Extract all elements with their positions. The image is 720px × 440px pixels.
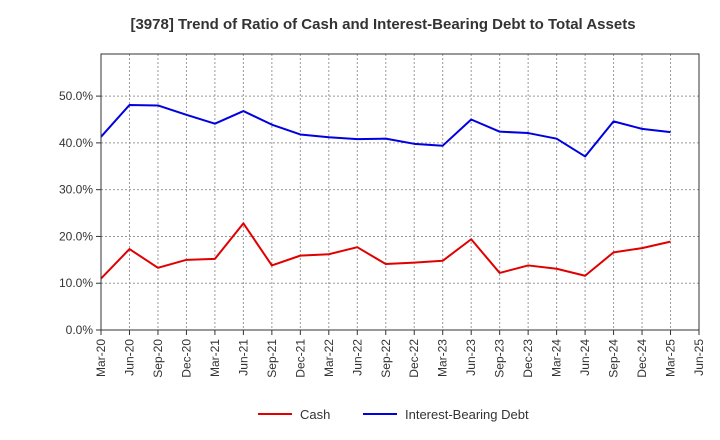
x-tick-label: Mar-20 xyxy=(94,339,108,377)
x-tick-label: Mar-21 xyxy=(208,339,222,377)
x-tick-label: Jun-23 xyxy=(464,339,478,376)
chart-title: [3978] Trend of Ratio of Cash and Intere… xyxy=(130,16,635,33)
x-tick-label: Mar-22 xyxy=(322,339,336,377)
x-tick-label: Jun-22 xyxy=(350,339,364,376)
x-tick-label: Dec-22 xyxy=(407,339,421,378)
y-tick-label: 0.0% xyxy=(66,323,94,337)
y-tick-label: 10.0% xyxy=(59,276,93,290)
x-tick-label: Mar-24 xyxy=(550,339,564,377)
y-tick-label: 50.0% xyxy=(59,89,93,103)
x-tick-label: Jun-20 xyxy=(122,339,136,376)
x-tick-label: Sep-20 xyxy=(151,339,165,378)
plot-frame xyxy=(100,53,700,331)
legend-label: Cash xyxy=(300,407,330,422)
legend: Cash Interest-Bearing Debt xyxy=(258,407,529,422)
x-tick-label: Sep-22 xyxy=(379,339,393,378)
series-line-interest-bearing-debt xyxy=(100,103,671,158)
x-tick-label: Dec-21 xyxy=(293,339,307,378)
x-tick-label: Dec-24 xyxy=(635,339,649,378)
plot-lines xyxy=(100,103,671,280)
x-tick-label: Jun-21 xyxy=(236,339,250,376)
x-tick-label: Mar-25 xyxy=(664,339,678,377)
y-tick-label: 30.0% xyxy=(59,183,93,197)
grid xyxy=(101,54,699,330)
x-tick-label: Dec-20 xyxy=(179,339,193,378)
x-tick-label: Sep-21 xyxy=(265,339,279,378)
x-tick-label: Dec-23 xyxy=(521,339,535,378)
y-tick-label: 20.0% xyxy=(59,229,93,243)
series-line-cash xyxy=(100,222,671,280)
x-tick-label: Sep-24 xyxy=(607,339,621,378)
x-tick-label: Jun-25 xyxy=(692,339,706,376)
x-tick-label: Jun-24 xyxy=(578,339,592,376)
legend-label: Interest-Bearing Debt xyxy=(405,407,529,422)
y-axis: 0.0% 10.0% 20.0% 30.0% 40.0% 50.0% xyxy=(59,89,101,337)
y-tick-label: 40.0% xyxy=(59,136,93,150)
x-tick-label: Sep-23 xyxy=(493,339,507,378)
x-axis: Mar-20 Jun-20 Sep-20 Dec-20 Mar-21 Jun-21 Sep-… xyxy=(94,330,706,378)
x-tick-label: Mar-23 xyxy=(436,339,450,377)
